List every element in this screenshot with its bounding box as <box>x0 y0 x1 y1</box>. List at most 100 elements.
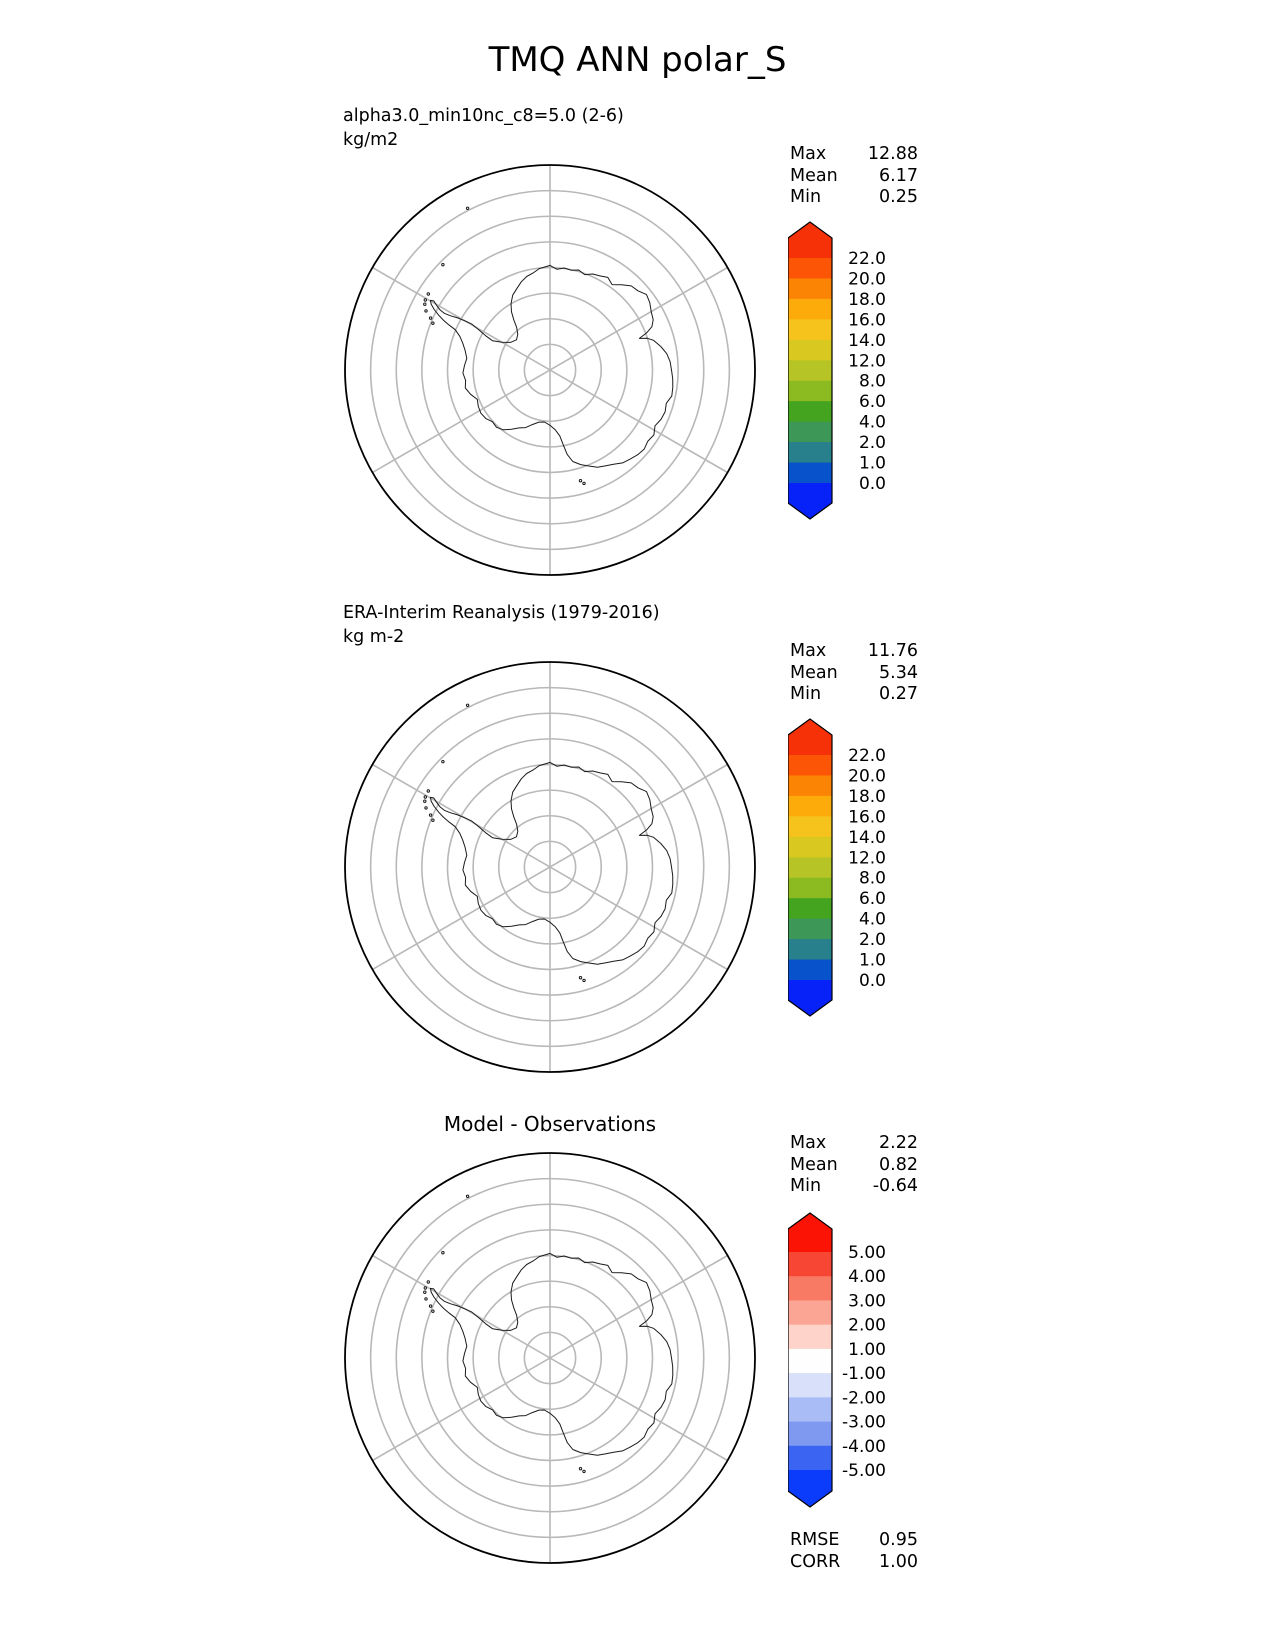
metric-value: 0.95 <box>879 1530 918 1550</box>
colorbar-tick-label: 18.0 <box>848 290 886 310</box>
stat-row-mean: Mean 0.82 <box>790 1155 918 1177</box>
polar-map-model <box>344 164 756 576</box>
metric-value: 1.00 <box>879 1551 918 1572</box>
panel-obs-stats: Max 11.76 Mean 5.34 Min 0.27 <box>790 641 918 706</box>
colorbar-over-arrow <box>788 1213 832 1252</box>
stat-row-min: Min -0.64 <box>790 1176 918 1198</box>
colorbar-tick-label: 8.0 <box>859 869 886 889</box>
colorbar-under-arrow <box>788 1470 832 1507</box>
metric-label: CORR <box>790 1551 841 1572</box>
island <box>465 703 470 707</box>
colorbar-segment <box>788 755 832 777</box>
colorbar-segment <box>788 836 832 858</box>
colorbar-segment <box>788 1348 832 1374</box>
stat-value: 0.25 <box>879 187 918 207</box>
colorbar-tick-label: 2.0 <box>859 930 886 950</box>
colorbar-under-arrow <box>788 483 832 519</box>
island <box>441 263 445 267</box>
colorbar-segment <box>788 462 832 484</box>
colorbar-tick-label: 2.00 <box>848 1316 886 1336</box>
colorbar-under-arrow <box>788 980 832 1016</box>
island <box>423 799 427 803</box>
colorbar-tick-label: 18.0 <box>848 787 886 807</box>
map-boundary <box>344 661 756 1073</box>
colorbar-segment <box>788 258 832 280</box>
stat-value: 11.76 <box>867 641 918 661</box>
colorbar-segment <box>788 1421 832 1447</box>
colorbar-segment <box>788 1276 832 1302</box>
antarctica-coastline <box>429 1252 674 1456</box>
metric-label: RMSE <box>790 1530 840 1550</box>
map-boundary <box>344 1152 756 1564</box>
panel-model-stats: Max 12.88 Mean 6.17 Min 0.25 <box>790 144 918 209</box>
island <box>465 206 470 210</box>
stat-label: Min <box>790 187 822 207</box>
colorbar-segment <box>788 1397 832 1423</box>
antarctica-coastline <box>429 761 674 965</box>
colorbar-segment <box>788 360 832 382</box>
island <box>582 481 586 486</box>
colorbar-tick-label: 1.0 <box>859 951 886 971</box>
panel-obs-units-label: kg m-2 <box>343 627 405 647</box>
colorbar-segment <box>788 775 832 797</box>
colorbar-tick-label: 14.0 <box>848 331 886 351</box>
colorbar-tick-label: 22.0 <box>848 746 886 766</box>
panel-diff-metrics: RMSE 0.95 CORR 1.00 <box>790 1530 918 1573</box>
colorbar-segment <box>788 380 832 402</box>
colorbar-segment <box>788 421 832 443</box>
colorbar-tick-label: 22.0 <box>848 249 886 269</box>
stat-value: 0.27 <box>879 684 918 704</box>
colorbar-model: 22.020.018.016.014.012.08.06.04.02.01.00… <box>788 221 886 520</box>
colorbar-tick-label: 6.0 <box>859 889 886 909</box>
stat-label: Min <box>790 684 822 704</box>
island <box>423 302 427 306</box>
colorbar-obs: 22.020.018.016.014.012.08.06.04.02.01.00… <box>788 718 886 1017</box>
colorbar-tick-label: 1.0 <box>859 454 886 474</box>
island <box>578 976 583 980</box>
colorbar-segment <box>788 278 832 300</box>
colorbar-segment <box>788 857 832 879</box>
colorbar-segment <box>788 319 832 341</box>
colorbar-over-arrow <box>788 222 832 258</box>
colorbar-segment <box>788 1445 832 1471</box>
colorbar-tick-label: 6.0 <box>859 392 886 412</box>
colorbar-segment <box>788 339 832 361</box>
colorbar-tick-label: 5.00 <box>848 1243 886 1263</box>
stat-value: 5.34 <box>879 662 918 683</box>
colorbar-segment <box>788 877 832 899</box>
stat-row-mean: Mean 6.17 <box>790 166 918 188</box>
island <box>578 1467 583 1471</box>
colorbar-diff: 5.00 4.00 3.00 2.00 1.00 -1.00 -2.00 -3.00 -4.00… <box>788 1212 886 1508</box>
island <box>426 789 431 793</box>
colorbar-segment <box>788 401 832 423</box>
stat-value: 12.88 <box>867 144 918 164</box>
colorbar-outline <box>788 1212 833 1508</box>
panel-model-case-label: alpha3.0_min10nc_c8=5.0 (2-6) <box>343 106 624 126</box>
colorbar-tick-label: -5.00 <box>842 1461 886 1481</box>
stat-row-min: Min 0.25 <box>790 187 918 209</box>
meridian-gridline <box>372 1254 728 1462</box>
colorbar-segment <box>788 816 832 838</box>
stat-row-max: Max 11.76 <box>790 641 918 663</box>
stat-label: Max <box>790 1133 827 1153</box>
island <box>582 978 586 983</box>
meridian-gridline <box>372 763 728 971</box>
colorbar-tick-label: 12.0 <box>848 848 886 868</box>
colorbar-segment <box>788 1300 832 1326</box>
panel-diff-stats: Max 2.22 Mean 0.82 Min -0.64 <box>790 1133 918 1198</box>
island <box>428 813 433 817</box>
colorbar-tick-label: -2.00 <box>842 1388 886 1408</box>
colorbar-tick-label: 4.0 <box>859 413 886 433</box>
colorbar-segment <box>788 959 832 981</box>
panel-obs-case-label: ERA-Interim Reanalysis (1979-2016) <box>343 603 660 623</box>
polar-map-diff <box>344 1152 756 1564</box>
metric-row-corr: CORR 1.00 <box>790 1552 918 1574</box>
island <box>426 1280 431 1284</box>
colorbar-tick-label: 16.0 <box>848 310 886 330</box>
panel-diff-title: Model - Observations <box>443 1112 657 1136</box>
stat-label: Max <box>790 144 827 164</box>
colorbar-segment <box>788 939 832 961</box>
panel-model-header: alpha3.0_min10nc_c8=5.0 (2-6) kg/m2 <box>343 104 624 152</box>
colorbar-segment <box>788 918 832 940</box>
island <box>424 309 428 313</box>
